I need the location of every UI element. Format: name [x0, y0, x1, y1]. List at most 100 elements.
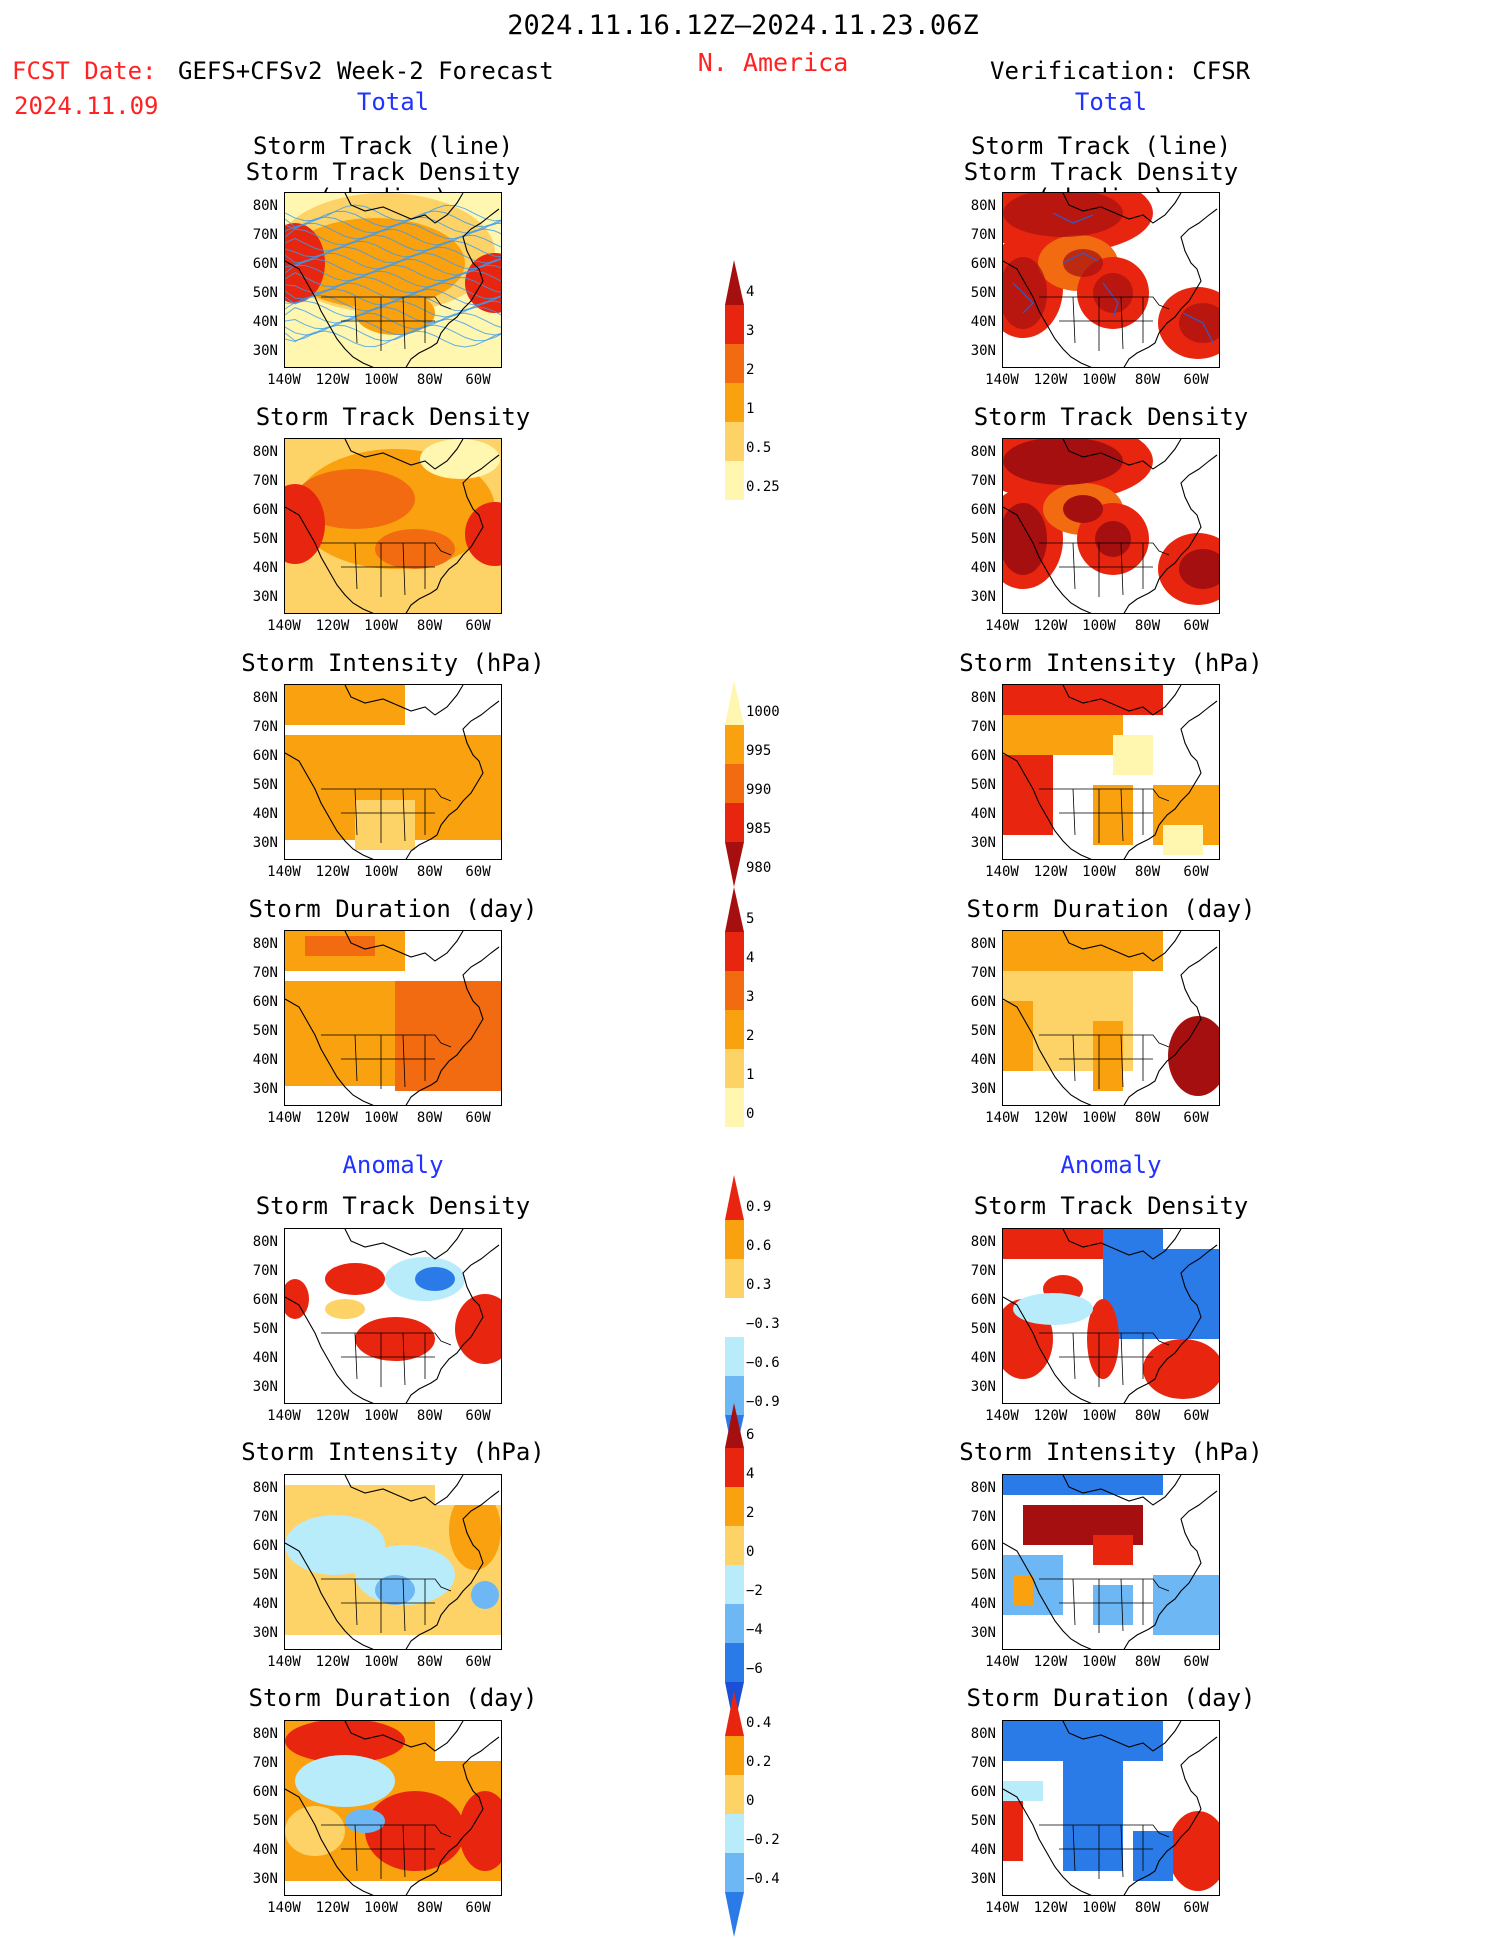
lon-label: 80W [1134, 864, 1161, 880]
lat-label: 60N [252, 502, 278, 518]
title-duration-anom-right: Storm Duration (day) [966, 1684, 1256, 1712]
lat-label: 40N [252, 314, 278, 330]
lon-label: 60W [465, 1408, 491, 1424]
colorbar-label: −0.3 [746, 1316, 780, 1332]
lon-label: 60W [1183, 372, 1209, 388]
colorbar-label: 1000 [746, 704, 780, 720]
colorbar-label: −0.2 [746, 1832, 780, 1848]
lat-label: 30N [252, 1871, 278, 1887]
lon-label: 60W [465, 372, 491, 388]
title-duration-anom-left: Storm Duration (day) [248, 1684, 538, 1712]
lat-label: 30N [970, 1625, 996, 1641]
lon-label: 80W [416, 372, 443, 388]
lat-label: 50N [970, 1567, 996, 1583]
colorbar-label: 1 [746, 401, 755, 417]
title-density-anom-right: Storm Track Density [973, 1192, 1249, 1220]
colorbar-label: 0.3 [746, 1277, 772, 1293]
title-intensity-left: Storm Intensity (hPa) [241, 649, 545, 677]
colorbar-label: −0.6 [746, 1355, 780, 1371]
lon-label: 100W [1082, 618, 1116, 634]
title-track-line-left: Storm Track (line) [252, 132, 514, 160]
lat-label: 80N [252, 1726, 278, 1742]
lat-label: 80N [970, 1480, 996, 1496]
colorbar-label: −6 [746, 1661, 763, 1677]
title-intensity-anom-right: Storm Intensity (hPa) [959, 1438, 1263, 1466]
map-panel-left-density [284, 438, 502, 614]
lon-label: 140W [985, 1654, 1019, 1670]
colorbar-label: 3 [746, 989, 755, 1005]
lon-label: 120W [1033, 1900, 1068, 1916]
lat-label: 60N [252, 1784, 278, 1800]
colorbar-label: 4 [746, 284, 755, 300]
lat-label: 50N [252, 777, 278, 793]
lon-label: 100W [1082, 1110, 1116, 1126]
lon-label: 100W [364, 618, 398, 634]
lat-label: 60N [970, 1784, 996, 1800]
lon-label: 80W [1134, 1900, 1161, 1916]
lon-label: 100W [1082, 1654, 1116, 1670]
lat-label: 80N [970, 198, 996, 214]
lon-label: 100W [364, 1654, 398, 1670]
map-field-left-track [285, 193, 501, 367]
colorbar-label: 0.4 [746, 1715, 772, 1731]
colorbar-label: 990 [746, 782, 772, 798]
lon-label: 60W [1183, 1408, 1209, 1424]
title-density-left: Storm Track Density [255, 403, 531, 431]
colorbar-label: 0.6 [746, 1238, 772, 1254]
lon-label: 60W [465, 1110, 491, 1126]
lon-label: 120W [315, 1900, 350, 1916]
lat-label: 30N [970, 343, 996, 359]
lat-label: 70N [970, 473, 996, 489]
lat-label: 70N [970, 965, 996, 981]
colorbar-duration_total [725, 887, 744, 1127]
lon-label: 120W [315, 1408, 350, 1424]
lat-label: 30N [970, 1081, 996, 1097]
lat-label: 50N [252, 285, 278, 301]
lat-label: 30N [252, 1625, 278, 1641]
lon-label: 100W [364, 1900, 398, 1916]
lat-label: 80N [252, 198, 278, 214]
lat-label: 40N [252, 560, 278, 576]
lat-label: 40N [252, 806, 278, 822]
lon-label: 100W [1082, 864, 1116, 880]
lon-label: 120W [1033, 618, 1068, 634]
colorbar-duration_anom [725, 1691, 744, 1937]
lon-label: 80W [1134, 618, 1161, 634]
lat-label: 70N [252, 473, 278, 489]
lon-label: 140W [267, 1110, 301, 1126]
lon-label: 140W [985, 864, 1019, 880]
lon-label: 140W [267, 1654, 301, 1670]
map-panel-left-track [284, 192, 502, 368]
map-panel-left-intensity [284, 684, 502, 860]
lat-label: 70N [252, 1755, 278, 1771]
lat-label: 30N [252, 1379, 278, 1395]
lat-label: 40N [970, 806, 996, 822]
lon-label: 120W [1033, 1110, 1068, 1126]
map-field-left-density [285, 439, 501, 613]
lon-label: 80W [416, 1408, 443, 1424]
lat-label: 60N [970, 502, 996, 518]
lon-label: 60W [1183, 1110, 1209, 1126]
colorbar-label: 2 [746, 362, 755, 378]
map-panel-right-ianom [1002, 1474, 1220, 1650]
colorbar-label: 2 [746, 1028, 755, 1044]
forecast-title: GEFS+CFSv2 Week-2 Forecast [178, 57, 554, 85]
lon-label: 140W [267, 618, 301, 634]
lon-label: 60W [465, 1654, 491, 1670]
lat-label: 40N [970, 1596, 996, 1612]
lat-label: 30N [252, 343, 278, 359]
lat-label: 30N [252, 589, 278, 605]
map-field-right-density [1003, 439, 1219, 613]
map-field-right-intensity [1003, 685, 1219, 859]
lon-label: 120W [315, 1110, 350, 1126]
map-panel-right-density [1002, 438, 1220, 614]
lon-label: 100W [1082, 372, 1116, 388]
lat-label: 80N [252, 690, 278, 706]
lat-label: 50N [252, 1023, 278, 1039]
lat-label: 70N [970, 1509, 996, 1525]
map-panel-right-track [1002, 192, 1220, 368]
lat-label: 60N [970, 748, 996, 764]
lon-label: 60W [465, 618, 491, 634]
lon-label: 80W [416, 1654, 443, 1670]
map-field-left-intensity [285, 685, 501, 859]
